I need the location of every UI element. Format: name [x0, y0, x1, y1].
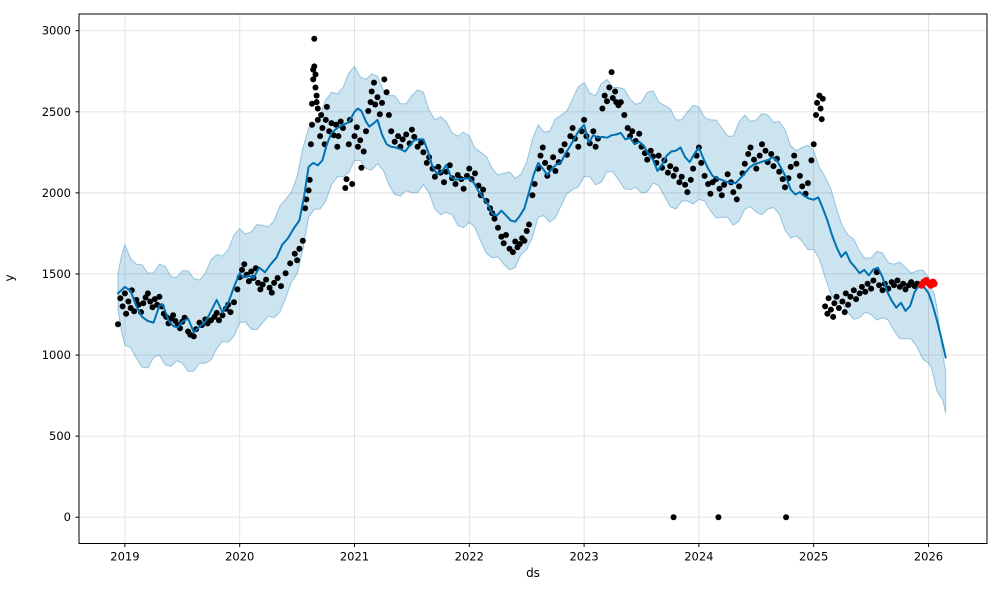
y-tick-label: 1000: [42, 348, 71, 362]
x-tick-label: 2020: [225, 550, 254, 564]
y-axis-label: y: [2, 274, 17, 282]
x-tick-label: 2024: [684, 550, 713, 564]
plot-border: [78, 13, 988, 544]
y-tick-label: 0: [64, 510, 71, 524]
y-tick-label: 3000: [42, 24, 71, 38]
x-tick-label: 2021: [340, 550, 369, 564]
x-tick-label: 2026: [914, 550, 943, 564]
x-tick-label: 2023: [569, 550, 598, 564]
y-tick-label: 1500: [42, 267, 71, 281]
x-axis-label: ds: [526, 566, 540, 580]
y-tick-label: 2500: [42, 105, 71, 119]
x-tick-label: 2022: [455, 550, 484, 564]
x-tick-label: 2019: [110, 550, 139, 564]
y-tick-label: 2000: [42, 186, 71, 200]
x-tick-label: 2025: [799, 550, 828, 564]
tick-marks: [75, 30, 929, 547]
highlight-points: [918, 277, 938, 289]
y-tick-label: 500: [49, 429, 71, 443]
tick-labels: 2019 2020 2021 2022 2023 2024 2025 2026 0 500 1000…: [42, 24, 943, 564]
forecast-line: [117, 107, 947, 359]
